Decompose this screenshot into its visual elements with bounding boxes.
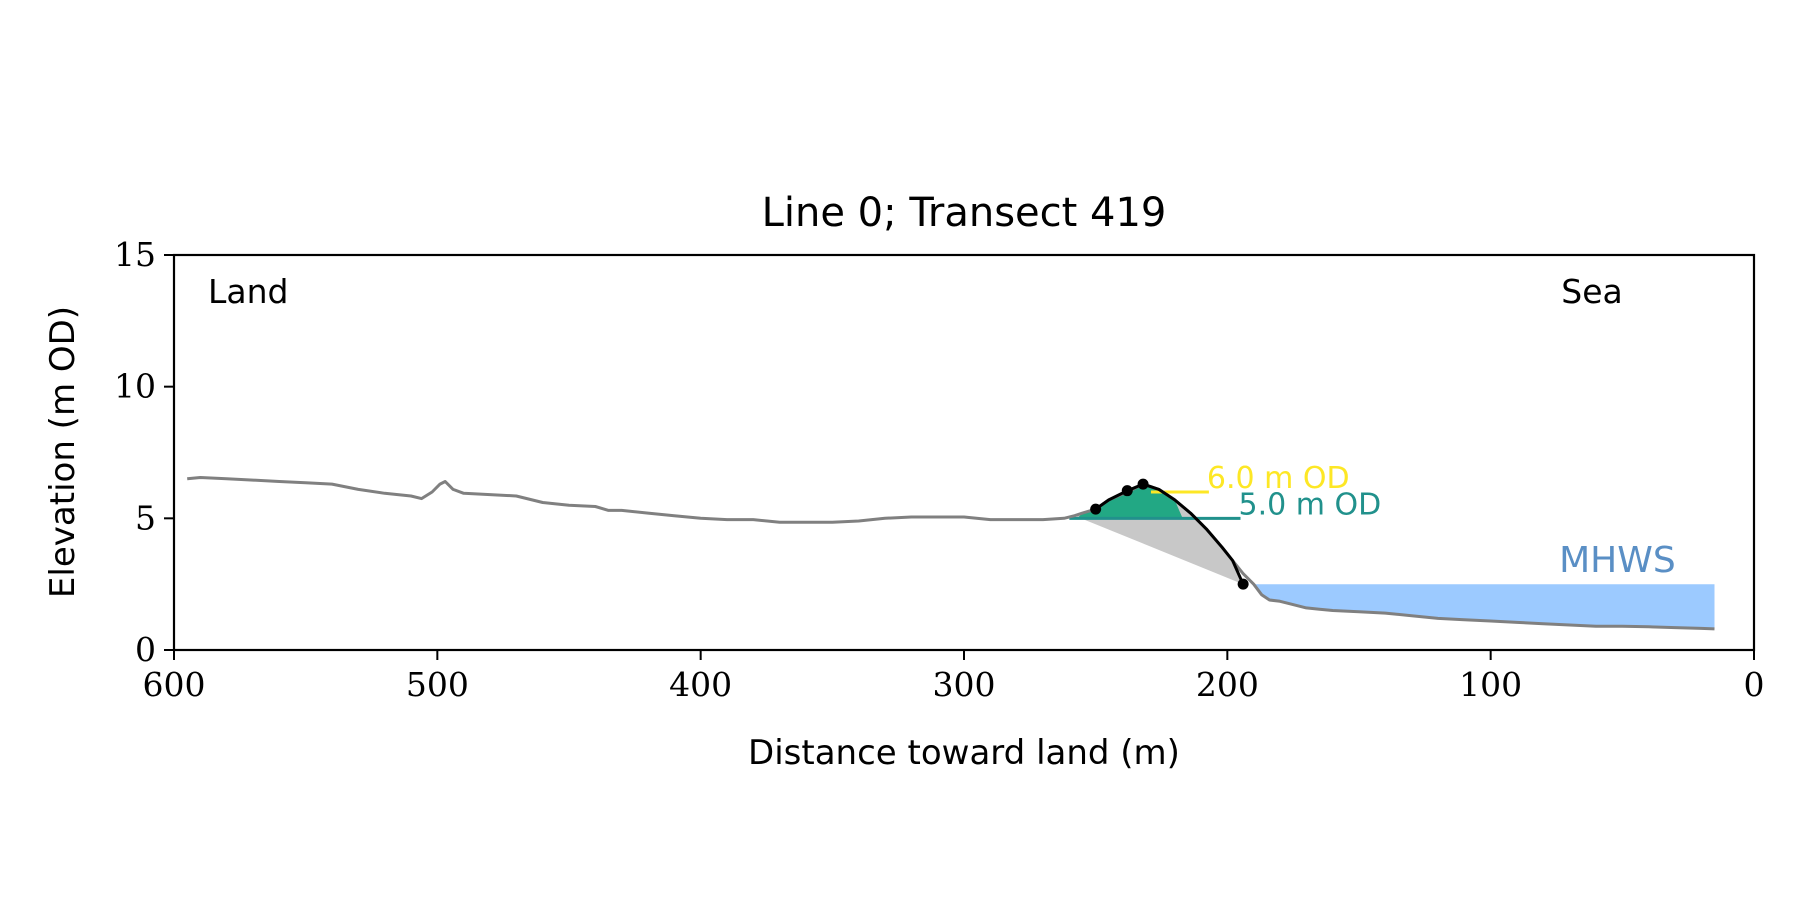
sea-label: Sea [1561, 272, 1622, 311]
foredune-profile-line [1094, 482, 1245, 585]
y-tick-label-0: 0 [135, 630, 156, 669]
mhws-label: MHWS [1559, 540, 1676, 581]
y-axis-label: Elevation (m OD) [43, 306, 83, 598]
x-tick-label-6: 0 [1744, 665, 1765, 704]
x-tick-label-5: 100 [1459, 665, 1522, 704]
land-label: Land [208, 272, 288, 311]
x-tick-label-0: 600 [143, 665, 206, 704]
chart-title: Line 0; Transect 419 [762, 190, 1167, 236]
x-axis-label: Distance toward land (m) [748, 733, 1180, 773]
x-tick-label-4: 200 [1196, 665, 1259, 704]
x-tick-label-3: 300 [933, 665, 996, 704]
ticks-layer: 600 500 400 300 200 100 0 0 5 10 15 [114, 235, 1765, 704]
foredune-point-1 [1121, 485, 1133, 497]
ground-profile-line [187, 476, 1715, 631]
y-tick-label-2: 10 [114, 367, 156, 406]
y-tick-label-1: 5 [135, 498, 156, 537]
foredune-point-3 [1237, 578, 1249, 590]
level-label-0: 6.0 m OD [1207, 461, 1350, 496]
level-label-1: 5.0 m OD [1239, 487, 1382, 522]
mhws-water-area [1248, 584, 1715, 629]
y-tick-label-3: 15 [114, 235, 156, 274]
x-tick-label-1: 500 [406, 665, 469, 704]
plot-layer: 6.0 m OD5.0 m OD MHWS [187, 461, 1715, 631]
foredune-point-2 [1137, 478, 1149, 490]
x-tick-label-2: 400 [669, 665, 732, 704]
foredune-point-0 [1090, 503, 1102, 515]
